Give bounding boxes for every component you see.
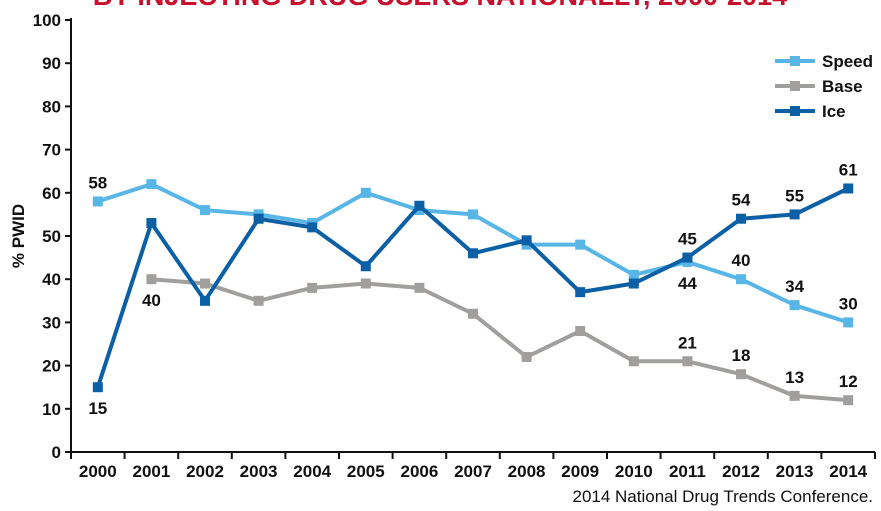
data-point-ice (146, 218, 157, 229)
y-tick-label: 70 (42, 141, 61, 160)
data-point-base (360, 278, 371, 289)
data-point-ice (253, 213, 264, 224)
legend: Speed Base Ice (775, 52, 873, 121)
data-label: 61 (839, 160, 858, 179)
data-point-speed (575, 239, 586, 250)
data-label: 44 (678, 274, 697, 293)
data-point-speed (200, 205, 210, 216)
data-label: 55 (785, 186, 804, 205)
data-label: 15 (88, 399, 107, 418)
data-point-ice (200, 295, 210, 306)
x-tick-label: 2006 (400, 462, 438, 481)
data-point-speed (468, 209, 478, 220)
data-point-speed (789, 300, 800, 311)
legend-marker-ice (790, 106, 800, 116)
data-point-ice (789, 209, 800, 220)
data-label: 18 (732, 346, 751, 365)
data-point-speed (360, 187, 371, 198)
x-tick-label: 2005 (347, 462, 385, 481)
data-label: 58 (88, 173, 107, 192)
data-point-ice (468, 248, 478, 259)
data-point-ice (521, 235, 532, 246)
x-tick-label: 2010 (615, 462, 653, 481)
x-tick-label: 2002 (186, 462, 224, 481)
data-point-base (414, 282, 425, 293)
data-point-ice (360, 261, 371, 272)
data-point-base (628, 356, 639, 367)
data-point-base (789, 390, 800, 401)
data-point-ice (575, 287, 586, 298)
chart-title: BY INJECTING DRUG USERS NATIONALLY, 2000… (93, 0, 787, 11)
data-label: 34 (785, 277, 804, 296)
data-label: 12 (839, 372, 858, 391)
x-tick-label: 2000 (79, 462, 117, 481)
data-point-speed (146, 179, 157, 190)
data-point-base (307, 282, 318, 293)
x-tick-label: 2001 (132, 462, 170, 481)
y-axis-title: % PWID (9, 204, 28, 268)
data-point-base (253, 295, 264, 306)
data-point-base (200, 278, 210, 289)
data-label: 40 (142, 291, 161, 310)
data-point-base (468, 308, 478, 319)
data-point-ice (843, 183, 854, 194)
y-tick-label: 0 (52, 443, 61, 462)
data-point-base (146, 274, 157, 285)
chart-axes: 0 10 20 30 40 50 60 70 80 90 100 2000 2001 2002 2003 20… (9, 11, 876, 481)
data-point-ice (92, 382, 103, 393)
x-tick-label: 2008 (508, 462, 546, 481)
data-label: 40 (732, 251, 751, 270)
data-point-ice (414, 200, 425, 211)
data-point-base (843, 395, 854, 406)
legend-marker-base (790, 81, 800, 91)
x-tick-label: 2009 (561, 462, 599, 481)
data-point-ice (307, 222, 318, 233)
data-point-ice (682, 252, 693, 263)
data-point-speed (843, 317, 854, 328)
y-tick-label: 100 (33, 11, 61, 30)
series-lines (92, 179, 854, 406)
data-point-speed (736, 274, 746, 285)
y-tick-label: 50 (42, 227, 61, 246)
data-point-base (736, 369, 746, 380)
legend-label-speed: Speed (822, 52, 873, 71)
x-tick-label: 2012 (722, 462, 760, 481)
y-tick-label: 10 (42, 400, 61, 419)
data-point-base (682, 356, 693, 367)
y-tick-label: 30 (42, 313, 61, 332)
data-label: 13 (785, 368, 804, 387)
series-line-base (151, 277, 849, 403)
data-point-base (575, 326, 586, 337)
y-tick-label: 40 (42, 270, 61, 289)
legend-label-ice: Ice (822, 102, 846, 121)
data-point-ice (736, 213, 746, 224)
x-tick-label: 2011 (669, 462, 706, 481)
data-point-ice (628, 278, 639, 289)
data-labels: 58 15 40 45 44 54 40 55 34 61 30 21 18 13 12 (88, 160, 857, 418)
data-point-speed (92, 196, 103, 207)
x-tick-label: 2014 (829, 462, 867, 481)
x-tick-label: 2007 (454, 462, 492, 481)
y-tick-label: 20 (42, 357, 61, 376)
data-point-speed (628, 269, 639, 280)
data-label: 21 (678, 333, 697, 352)
data-point-base (521, 351, 532, 362)
y-tick-label: 60 (42, 184, 61, 203)
y-tick-label: 80 (42, 97, 61, 116)
data-label: 30 (839, 294, 858, 313)
y-tick-label: 90 (42, 54, 61, 73)
legend-marker-speed (790, 56, 800, 66)
legend-label-base: Base (822, 77, 863, 96)
data-label: 54 (732, 191, 751, 210)
x-tick-label: 2003 (240, 462, 278, 481)
data-label: 45 (678, 230, 697, 249)
x-tick-label: 2004 (293, 462, 331, 481)
x-tick-label: 2013 (776, 462, 814, 481)
source-credit: 2014 National Drug Trends Conference. (572, 487, 873, 506)
